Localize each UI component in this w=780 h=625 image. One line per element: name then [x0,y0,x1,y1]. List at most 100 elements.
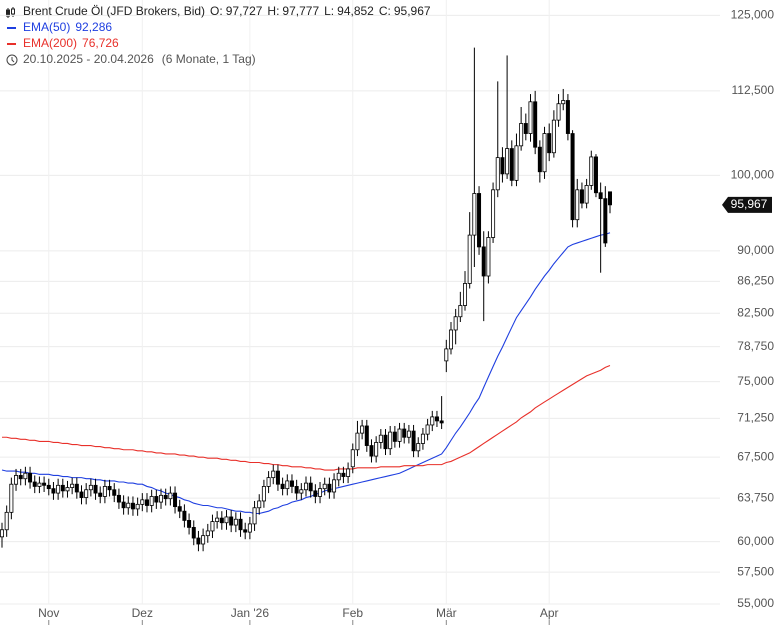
candle-body [406,430,411,438]
candle-body [219,517,224,524]
y-tick-label: 82,500 [737,305,774,319]
candle-body [84,489,89,498]
candle-body [112,489,117,496]
candle-body [187,520,192,528]
candle-body [458,305,463,318]
header-text: (6 Monate, 1 Tag) [162,52,256,66]
candle-body [261,486,266,502]
legend-entry: EMA(200) 76,726 [23,36,119,50]
candle-body [98,492,103,497]
candle-body [556,103,561,121]
header-text: L: [324,4,334,18]
chart-icon [6,7,15,18]
x-tick-label: Feb [342,606,363,620]
candle-body [130,502,135,510]
candle-body [565,100,570,134]
candle-body [402,428,407,438]
candle-body [308,482,313,492]
candle-body [182,510,187,521]
x-tick-label: Mär [436,606,457,620]
candle-body [294,486,299,494]
candle-body [163,494,168,500]
candle-body [173,492,178,508]
candle-body [430,416,435,426]
candle-body [528,101,533,134]
header-text: 95,967 [394,4,431,18]
candle-body [37,482,42,487]
candle-body [266,477,271,487]
candle-body [341,472,346,477]
header-text: 76,726 [82,36,119,50]
candle-body [303,482,308,491]
candle-body [79,491,84,498]
y-tick-label: 100,000 [731,167,775,181]
candle-body [584,185,589,204]
candle-body [247,523,252,533]
candle-body [603,198,608,244]
candle-body [154,496,159,503]
candle-body [0,529,4,538]
y-tick-label: 57,500 [737,564,774,578]
candle-body [280,483,285,490]
candle-body [364,425,369,446]
header-text: EMA(50) [23,20,70,34]
candle-body [378,434,383,443]
candle-body [472,193,477,236]
candle-body [107,486,112,491]
candle-body [177,506,182,512]
candle-body [196,537,201,545]
candle-body [275,470,280,485]
candle-body [14,475,19,485]
y-tick-label: 78,750 [737,339,774,353]
candle-body [514,145,519,181]
x-tick-label: Nov [38,606,59,620]
price-tag-label: 95,967 [731,197,768,211]
candle-body [411,430,416,452]
candle-body [350,449,355,468]
candle-body [116,494,121,503]
candle-body [140,499,145,505]
price-tag [722,196,772,213]
candle-body [229,516,234,526]
candle-body [88,484,93,491]
candle-body [495,157,500,191]
candle-body [570,133,575,221]
date-range: 20.10.2025 - 20.04.2026 (6 Monate, 1 Tag) [23,52,256,66]
candle-body [93,484,98,494]
candle-body [74,483,79,493]
candle-body [299,489,304,494]
candle-body [425,424,430,435]
candle-body [65,487,70,492]
candle-body [360,425,365,434]
candle-body [575,189,580,221]
candle-body [332,479,337,493]
candle-body [9,483,14,513]
candle-body [285,480,290,490]
candle-body [191,527,196,539]
candle-body [215,517,220,522]
candle-body [238,518,243,531]
candle-body [318,488,323,497]
candle-body [271,470,276,479]
header-text: 92,286 [75,20,112,34]
candle-body [252,507,257,525]
y-tick-label: 71,250 [737,411,774,425]
ema-line [1,232,611,515]
y-tick-label: 63,750 [737,490,774,504]
candle-body [322,483,327,490]
candle-body [537,146,542,173]
candle-body [448,329,453,350]
candle-body [121,501,126,509]
candle-body [28,472,33,483]
candle-body [463,283,468,306]
candle-body [102,486,107,497]
candle-body [509,148,514,181]
y-tick-label: 75,000 [737,374,774,388]
candle-body [70,483,75,488]
header-text: 20.10.2025 - 20.04.2026 [23,52,154,66]
candle-body [467,234,472,284]
candle-body [420,433,425,444]
candle-body [523,123,528,134]
candle-body [547,133,552,154]
